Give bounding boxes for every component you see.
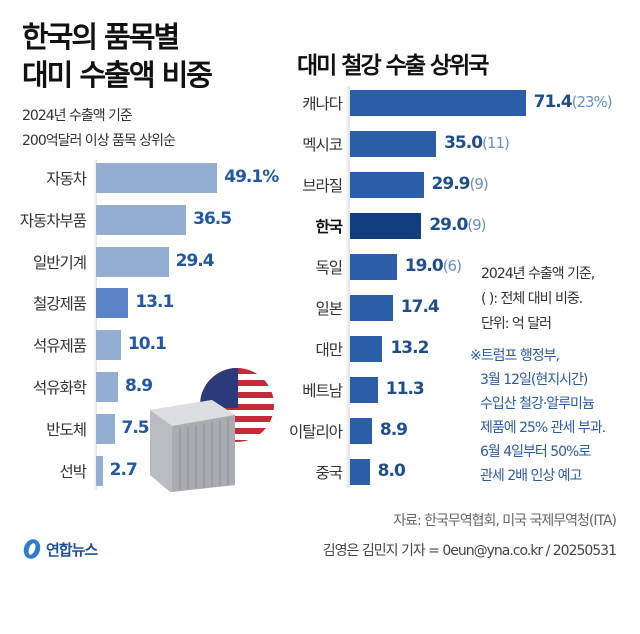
- value-label: 29.9(9): [431, 174, 489, 194]
- category-label: 대만: [315, 341, 343, 359]
- bar: [350, 90, 526, 116]
- bar: [350, 418, 372, 444]
- category-label: 석유화학: [32, 379, 87, 397]
- value-number: 11.3: [385, 379, 425, 399]
- bar: [96, 246, 169, 277]
- value-label: 8.0: [377, 461, 406, 481]
- left-chart-subtitle: 2024년 수출액 기준 200억달러 이상 품목 상위순: [22, 104, 176, 154]
- note-line: 단위: 억 달러: [481, 316, 552, 332]
- bar: [350, 336, 383, 362]
- value-number: 19.0: [404, 256, 444, 276]
- remark-line: 6월 4일부터 50%로: [480, 444, 591, 460]
- value-label: 71.4(23%): [533, 92, 613, 112]
- value-number: 13.2: [390, 338, 429, 358]
- bar: [350, 295, 393, 321]
- bar: [96, 288, 129, 319]
- category-label: 자동차: [46, 170, 87, 188]
- bar: [350, 131, 437, 157]
- category-label: 철강제품: [32, 295, 87, 314]
- bar: [96, 455, 103, 486]
- value-label: 36.5: [193, 208, 232, 229]
- credit-text: 김영은 김민지 기자 = 0eun@yna.co.kr / 20250531: [322, 543, 617, 559]
- value-label: 17.4: [400, 297, 440, 317]
- axis-shadow: [345, 86, 350, 488]
- bar: [96, 330, 121, 361]
- remark-line: ※트럼프 행정부,: [470, 348, 560, 364]
- bar: [350, 377, 378, 403]
- category-label: 이탈리아: [288, 423, 343, 441]
- subtitle-line-2: 200억달러 이상 품목 상위순: [22, 133, 176, 149]
- share-label: (6): [442, 257, 462, 275]
- remark-line: 수입산 철강·알루미늄: [480, 396, 595, 412]
- value-label: 2.7: [109, 459, 138, 480]
- category-label: 일반기계: [32, 253, 87, 272]
- value-label: 11.3: [385, 379, 425, 399]
- share-label: (23%): [571, 93, 613, 111]
- left-chart-title: 한국의 품목별 대미 수출액 비중: [22, 18, 213, 94]
- bar: [350, 213, 422, 239]
- bar: [350, 254, 397, 280]
- value-number: 71.4: [533, 92, 573, 112]
- source-text: 자료: 한국무역협회, 미국 국제무역청(ITA): [393, 513, 617, 529]
- value-label: 29.0(9): [429, 215, 486, 235]
- title-line-2: 대미 수출액 비중: [22, 58, 213, 92]
- category-label: 자동차부품: [19, 211, 87, 230]
- category-label: 반도체: [46, 420, 87, 439]
- bar: [350, 459, 370, 485]
- right-chart-title: 대미 철강 수출 상위국: [297, 53, 489, 79]
- remark-line: 관세 2배 인상 예고: [480, 468, 582, 484]
- logo-text: 연합뉴스: [46, 540, 98, 559]
- title-line-1: 한국의 품목별: [22, 20, 180, 54]
- value-label: 10.1: [127, 334, 167, 355]
- category-label: 독일: [315, 259, 343, 277]
- category-label: 한국: [315, 218, 343, 236]
- category-label: 중국: [315, 464, 343, 482]
- bar: [350, 172, 424, 198]
- axis-shadow: [93, 160, 97, 490]
- value-label: 29.4: [175, 250, 215, 271]
- value-label: 13.2: [390, 338, 429, 358]
- bar: [96, 163, 218, 193]
- value-label: 19.0(6): [404, 256, 462, 276]
- value-number: 29.9: [431, 174, 471, 194]
- note-line: 2024년 수출액 기준,: [481, 266, 595, 282]
- category-label: 브라질: [302, 177, 343, 195]
- remark-line: 제품에 25% 관세 부과.: [480, 420, 606, 436]
- remark-line: 3월 12일(현지시간): [480, 372, 588, 388]
- unit-note: 2024년 수출액 기준, ( ): 전체 대비 비중. 단위: 억 달러: [481, 262, 595, 337]
- value-label: 7.5: [121, 417, 150, 438]
- subtitle-line-1: 2024년 수출액 기준: [22, 108, 133, 124]
- tariff-remark: ※트럼프 행정부, 3월 12일(현지시간) 수입산 철강·알루미늄 제품에 2…: [470, 344, 606, 488]
- container-flag-illustration: [150, 368, 274, 492]
- bar: [96, 372, 118, 402]
- value-label: 49.1%: [224, 167, 279, 187]
- yonhap-logo-icon: [23, 539, 41, 559]
- value-number: 8.9: [379, 420, 408, 440]
- category-label: 캐나다: [302, 95, 343, 113]
- value-label: 35.0(11): [444, 133, 510, 153]
- value-number: 8.0: [377, 461, 406, 481]
- category-label: 일본: [315, 300, 343, 318]
- value-label: 13.1: [135, 292, 174, 313]
- bar: [96, 204, 187, 235]
- share-label: (11): [482, 134, 510, 152]
- share-label: (9): [467, 216, 486, 234]
- yonhap-logo: 연합뉴스: [22, 538, 98, 560]
- value-number: 29.0: [429, 215, 468, 235]
- note-line: ( ): 전체 대비 비중.: [481, 291, 583, 307]
- value-number: 17.4: [400, 297, 440, 317]
- category-label: 선박: [59, 462, 87, 481]
- value-label: 8.9: [124, 376, 153, 396]
- category-label: 석유제품: [32, 337, 87, 356]
- share-label: (9): [469, 175, 489, 193]
- category-label: 베트남: [302, 382, 343, 400]
- value-number: 35.0: [444, 133, 483, 153]
- value-label: 8.9: [379, 420, 408, 440]
- bar: [96, 413, 115, 444]
- category-label: 멕시코: [302, 136, 343, 154]
